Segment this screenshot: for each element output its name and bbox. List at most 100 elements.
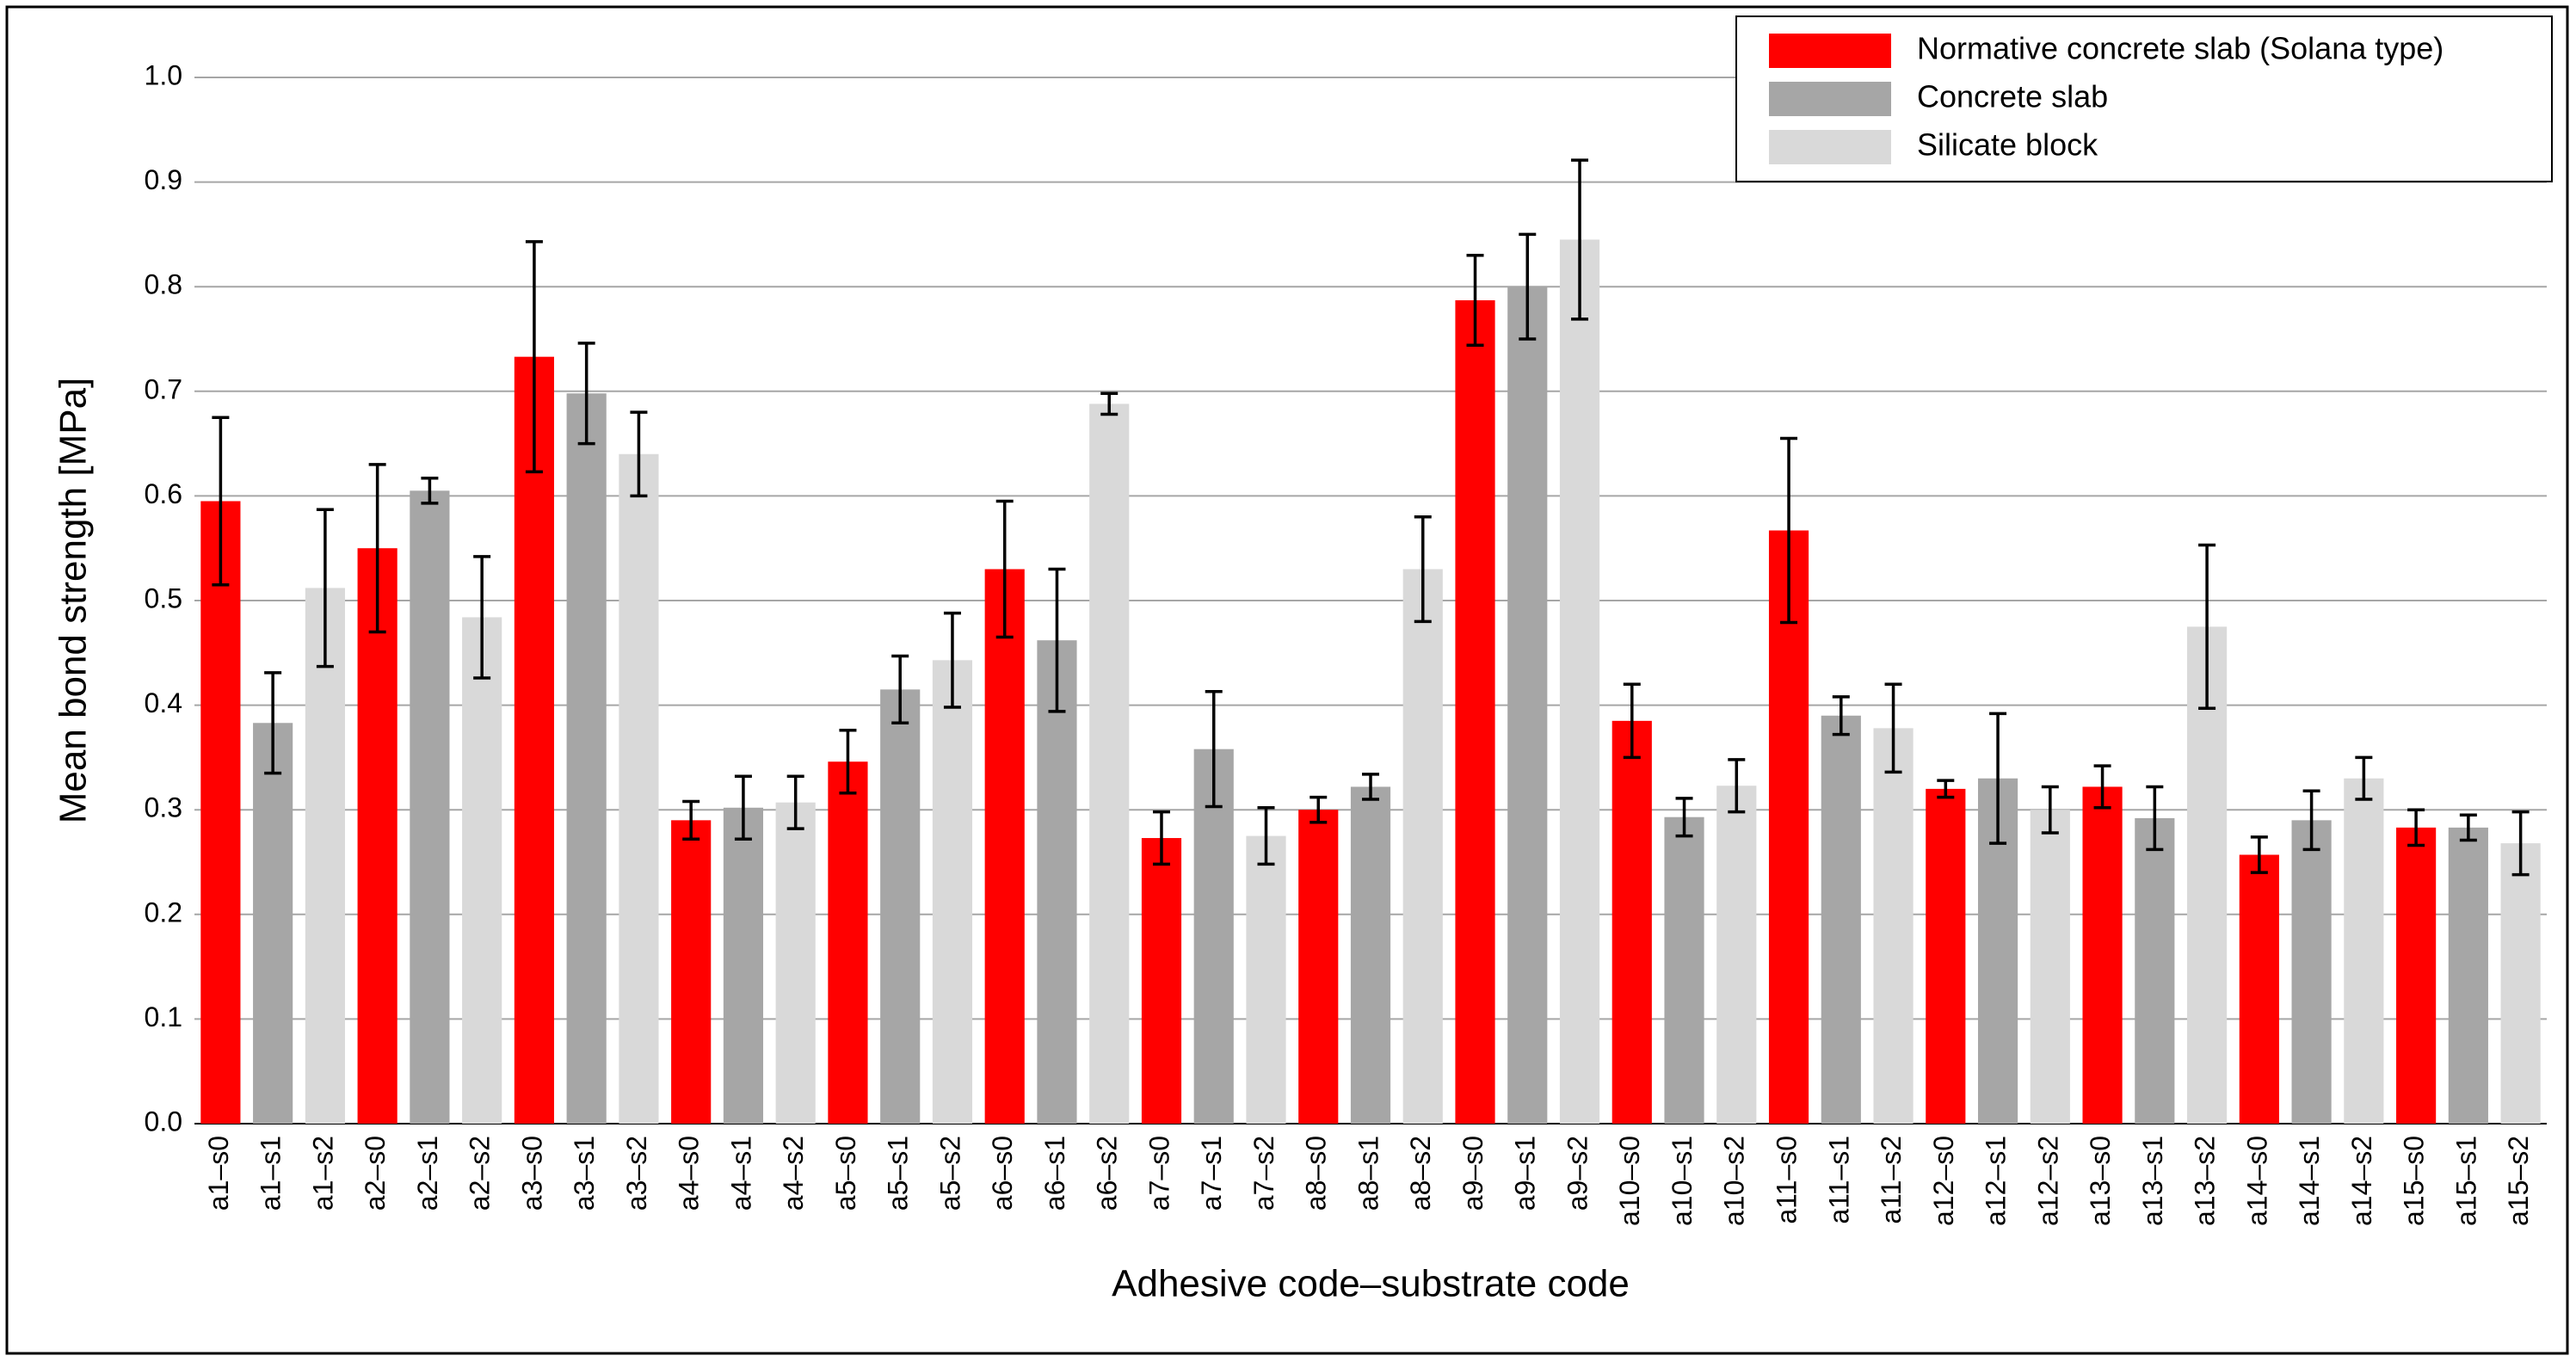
error-bar — [1780, 436, 1798, 625]
error-bar — [1675, 797, 1693, 838]
bar — [1193, 749, 1234, 1124]
bar — [880, 689, 921, 1124]
error-bar — [1310, 795, 1328, 824]
x-tick-label: a14–s0 — [2241, 1136, 2272, 1226]
error-bar — [1257, 806, 1275, 866]
y-tick-label: 1.0 — [145, 59, 182, 90]
bar — [1873, 728, 1914, 1124]
error-bar — [368, 463, 386, 634]
x-tick-label: a4–s0 — [674, 1136, 705, 1211]
error-bar — [2302, 789, 2320, 852]
error-bar — [1832, 695, 1850, 736]
y-tick-label: 0.2 — [145, 897, 182, 927]
bar — [1298, 810, 1339, 1124]
bar — [2291, 820, 2332, 1124]
x-tick-label: a1–s1 — [256, 1136, 287, 1211]
x-tick-label: a7–s2 — [1248, 1136, 1279, 1211]
x-axis-title: Adhesive code–substrate code — [1112, 1263, 1630, 1305]
bar — [2135, 817, 2175, 1124]
bar — [2082, 786, 2123, 1124]
bar — [2239, 854, 2279, 1124]
legend-label: Silicate block — [1917, 127, 2098, 163]
y-tick-label: 0.6 — [145, 478, 182, 509]
bar — [1926, 788, 1966, 1124]
y-tick-label: 0.7 — [145, 373, 182, 404]
x-tick-label: a7–s1 — [1196, 1136, 1227, 1211]
y-tick-label: 0.1 — [145, 1001, 182, 1032]
x-tick-label: a13–s0 — [2085, 1136, 2116, 1226]
x-tick-label: a9–s0 — [1457, 1136, 1488, 1211]
x-tick-label: a11–s0 — [1771, 1136, 1802, 1224]
bar — [828, 761, 868, 1124]
bar — [2396, 827, 2437, 1124]
legend-label: Normative concrete slab (Solana type) — [1917, 31, 2444, 66]
x-tick-label: a1–s2 — [307, 1136, 338, 1211]
error-bar — [264, 671, 282, 775]
x-tick-label: a15–s2 — [2503, 1136, 2534, 1226]
bar — [1768, 530, 1809, 1124]
bar — [253, 723, 293, 1124]
x-tick-label: a2–s0 — [360, 1136, 391, 1211]
error-bar — [577, 342, 595, 446]
error-bar — [839, 729, 857, 795]
error-bar — [1623, 682, 1641, 760]
x-tick-label: a6–s2 — [1092, 1136, 1123, 1211]
error-bar — [995, 499, 1014, 639]
x-tick-label: a11–s2 — [1876, 1136, 1907, 1224]
bar — [1507, 287, 1548, 1124]
x-tick-label: a8–s2 — [1405, 1136, 1436, 1211]
error-bar — [630, 410, 648, 498]
bar — [566, 393, 607, 1124]
bar — [1664, 816, 1704, 1124]
error-bar — [1937, 779, 1955, 799]
error-bar — [1728, 758, 1746, 814]
bar — [723, 807, 764, 1124]
error-bar — [2407, 808, 2425, 847]
x-tick-label: a15–s0 — [2399, 1136, 2430, 1226]
bar — [2448, 827, 2488, 1124]
legend-label: Concrete slab — [1917, 79, 2108, 114]
y-tick-label: 0.5 — [145, 582, 182, 613]
x-tick-label: a14–s2 — [2346, 1136, 2377, 1226]
y-tick-label: 0.4 — [145, 687, 182, 718]
x-tick-label: a6–s1 — [1039, 1136, 1070, 1211]
bar — [619, 453, 659, 1124]
bar — [2344, 778, 2384, 1124]
error-bar — [525, 240, 543, 474]
error-bar — [316, 508, 334, 669]
error-bar — [473, 555, 491, 680]
bar — [1455, 300, 1495, 1124]
bar — [671, 820, 712, 1124]
error-bar — [2511, 810, 2530, 877]
y-tick-label: 0.9 — [145, 164, 182, 195]
x-tick-label: a11–s1 — [1823, 1136, 1854, 1224]
bar — [1037, 640, 1077, 1124]
bar — [1246, 835, 1286, 1124]
error-bar — [2041, 785, 2059, 835]
bar — [1716, 786, 1757, 1124]
error-bar — [1152, 810, 1170, 866]
bar — [1141, 838, 1182, 1124]
x-tick-label: a3–s0 — [516, 1136, 547, 1211]
bar — [200, 501, 241, 1124]
x-tick-label: a10–s1 — [1667, 1136, 1698, 1226]
bar — [1350, 786, 1391, 1124]
bar — [1821, 715, 1861, 1124]
x-tick-label: a9–s2 — [1562, 1136, 1593, 1211]
bar — [514, 356, 554, 1124]
bar — [1559, 239, 1600, 1125]
error-bar — [1571, 158, 1589, 321]
error-bar — [2146, 785, 2164, 852]
x-tick-label: a1–s0 — [203, 1136, 234, 1211]
error-bar — [1362, 773, 1379, 801]
x-tick-label: a15–s1 — [2450, 1136, 2481, 1226]
error-bar — [421, 476, 439, 505]
error-bar — [1466, 253, 1484, 348]
error-bar — [1100, 391, 1119, 416]
error-bar — [682, 799, 700, 841]
error-bar — [1414, 515, 1432, 624]
error-bar — [1884, 682, 1902, 774]
bar — [1089, 404, 1130, 1125]
